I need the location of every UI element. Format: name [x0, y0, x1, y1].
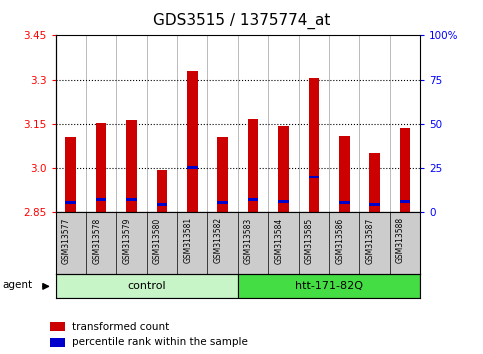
- Text: GSM313586: GSM313586: [335, 217, 344, 264]
- Text: control: control: [128, 281, 166, 291]
- Text: GSM313585: GSM313585: [305, 217, 314, 264]
- Text: agent: agent: [3, 280, 33, 290]
- Bar: [400, 129, 411, 212]
- Bar: [248, 198, 258, 201]
- Bar: [156, 203, 167, 206]
- Bar: [309, 176, 319, 178]
- Bar: [126, 120, 137, 212]
- Bar: [278, 200, 289, 203]
- Text: GSM313581: GSM313581: [183, 217, 192, 263]
- Bar: [369, 153, 380, 212]
- Bar: [156, 170, 167, 212]
- Text: GSM313577: GSM313577: [62, 217, 71, 264]
- Text: GSM313587: GSM313587: [366, 217, 375, 264]
- Text: percentile rank within the sample: percentile rank within the sample: [72, 337, 248, 348]
- Bar: [65, 201, 76, 204]
- Bar: [96, 198, 106, 201]
- Bar: [96, 123, 106, 212]
- Text: GDS3515 / 1375774_at: GDS3515 / 1375774_at: [153, 12, 330, 29]
- Bar: [65, 137, 76, 212]
- Text: GSM313588: GSM313588: [396, 217, 405, 263]
- Text: transformed count: transformed count: [72, 321, 170, 332]
- Bar: [369, 203, 380, 206]
- Bar: [278, 126, 289, 212]
- Text: GSM313584: GSM313584: [274, 217, 284, 264]
- Bar: [50, 322, 65, 331]
- Bar: [126, 198, 137, 201]
- Bar: [217, 201, 228, 204]
- Bar: [248, 120, 258, 212]
- Bar: [339, 201, 350, 204]
- Text: GSM313578: GSM313578: [92, 217, 101, 264]
- Bar: [50, 338, 65, 347]
- Text: GSM313583: GSM313583: [244, 217, 253, 264]
- Bar: [309, 78, 319, 212]
- Bar: [400, 200, 411, 203]
- Text: GSM313582: GSM313582: [213, 217, 223, 263]
- Text: GSM313579: GSM313579: [123, 217, 131, 264]
- Bar: [187, 166, 198, 169]
- Text: htt-171-82Q: htt-171-82Q: [295, 281, 363, 291]
- Bar: [217, 137, 228, 212]
- FancyBboxPatch shape: [238, 274, 420, 298]
- FancyBboxPatch shape: [56, 274, 238, 298]
- Bar: [339, 136, 350, 212]
- Text: GSM313580: GSM313580: [153, 217, 162, 264]
- Bar: [187, 72, 198, 212]
